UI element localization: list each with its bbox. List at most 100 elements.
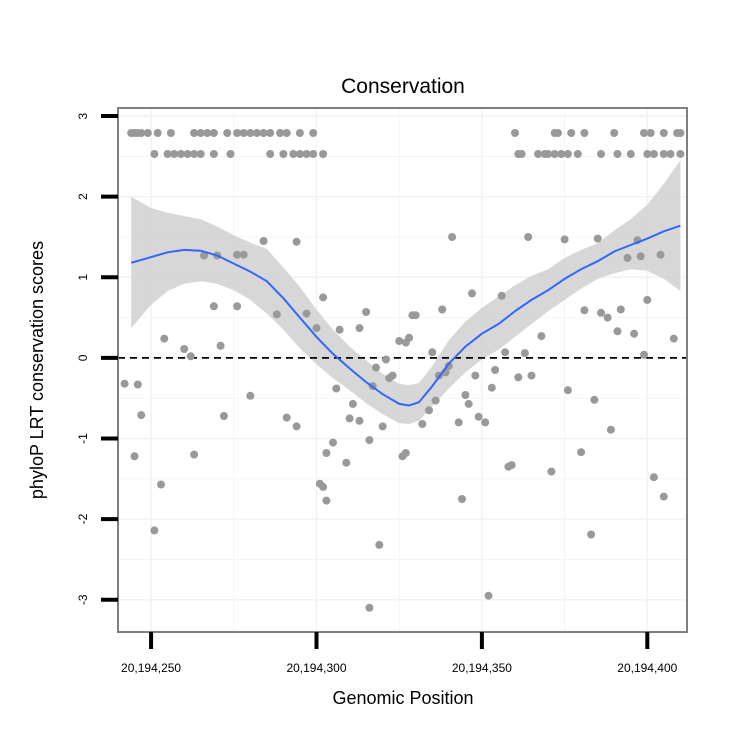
data-point	[233, 302, 242, 311]
data-point	[527, 371, 536, 380]
data-point	[196, 129, 205, 137]
y-tick-label: 1	[76, 274, 90, 281]
data-point	[345, 414, 354, 423]
data-point	[190, 150, 199, 158]
smooth-curve	[130, 224, 681, 407]
x-axis-title: Genomic Position	[332, 688, 473, 708]
data-point	[137, 129, 146, 137]
data-point	[200, 251, 208, 260]
confidence-band-area	[131, 160, 681, 424]
data-point	[666, 150, 675, 158]
data-point	[491, 366, 500, 374]
data-point	[547, 467, 556, 476]
data-point	[454, 418, 463, 427]
data-point	[597, 150, 605, 158]
data-point	[143, 129, 152, 137]
data-point	[157, 480, 165, 489]
data-point	[378, 422, 387, 431]
data-point	[279, 150, 288, 158]
data-point	[292, 422, 301, 431]
data-point	[640, 350, 648, 359]
data-point	[216, 341, 225, 350]
data-point	[603, 313, 612, 322]
y-tick-label: 3	[76, 112, 90, 119]
data-point	[239, 250, 248, 259]
data-point	[606, 425, 615, 434]
data-point	[573, 150, 582, 158]
data-point	[458, 495, 466, 503]
data-point	[487, 383, 496, 392]
y-tick-label: -3	[76, 594, 90, 605]
data-point	[587, 530, 596, 539]
data-point	[319, 482, 328, 491]
data-point	[613, 150, 622, 158]
data-point	[120, 379, 129, 388]
data-point	[319, 293, 328, 302]
data-point	[554, 129, 562, 137]
data-point	[150, 526, 159, 535]
data-point	[319, 150, 328, 158]
data-point	[130, 452, 139, 461]
data-point	[382, 355, 390, 364]
data-point	[137, 411, 146, 420]
data-point	[180, 345, 189, 353]
data-point	[484, 591, 493, 600]
data-point	[133, 380, 142, 389]
data-point	[246, 129, 255, 137]
data-point	[259, 129, 268, 137]
data-point	[497, 291, 506, 300]
data-point	[295, 129, 304, 137]
data-point	[295, 150, 304, 158]
data-point	[329, 438, 337, 447]
data-point	[372, 363, 380, 372]
data-point	[362, 308, 371, 316]
data-point	[166, 129, 175, 137]
data-point	[580, 306, 589, 315]
data-point	[276, 129, 285, 137]
data-point	[425, 406, 433, 415]
data-point	[365, 436, 374, 445]
chart-title: Conservation	[341, 75, 465, 98]
data-point	[388, 371, 397, 380]
data-point	[289, 150, 298, 158]
data-point	[209, 129, 218, 137]
data-point	[209, 150, 218, 158]
data-points	[120, 129, 685, 612]
data-point	[342, 458, 351, 467]
data-point	[659, 129, 668, 137]
data-point	[266, 150, 275, 158]
data-point	[468, 289, 476, 298]
data-point	[355, 324, 364, 333]
data-point	[623, 253, 632, 262]
data-point	[365, 603, 374, 612]
data-point	[534, 150, 543, 158]
data-point	[302, 309, 311, 318]
data-point	[669, 334, 678, 343]
data-point	[322, 496, 331, 505]
data-point	[659, 150, 668, 158]
data-point	[557, 150, 566, 158]
data-point	[610, 129, 619, 137]
data-point	[309, 129, 318, 137]
y-tick-label: -1	[76, 433, 90, 444]
data-point	[170, 150, 179, 158]
data-point	[431, 396, 440, 405]
data-point	[590, 395, 599, 404]
data-point	[560, 235, 569, 244]
data-point	[597, 308, 605, 317]
data-point	[150, 150, 159, 158]
data-point	[511, 129, 519, 137]
data-point	[252, 129, 261, 137]
data-point	[239, 129, 248, 137]
data-point	[461, 391, 470, 399]
data-point	[160, 334, 169, 343]
panel-border	[117, 107, 688, 633]
data-point	[196, 150, 205, 158]
data-point	[272, 310, 281, 319]
data-point	[636, 252, 645, 261]
data-point	[418, 420, 427, 428]
data-point	[563, 386, 572, 395]
data-point	[322, 449, 331, 457]
data-point	[563, 150, 572, 158]
